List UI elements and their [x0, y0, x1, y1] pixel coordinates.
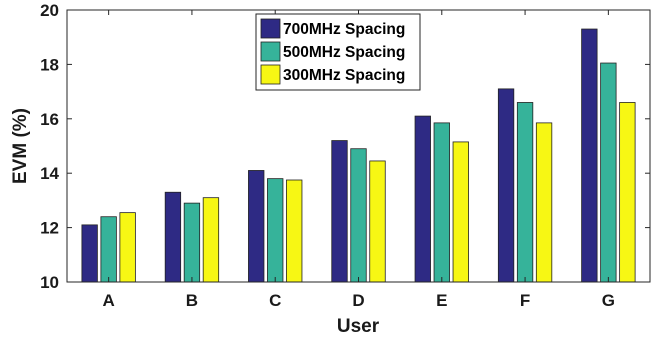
- legend-box: [255, 13, 421, 91]
- bar-D-series-2: [350, 148, 367, 283]
- y-axis-title: EVM (%): [10, 108, 31, 184]
- bar-A-series-3: [119, 212, 136, 283]
- bar-B-series-2: [183, 202, 201, 283]
- bar-C-series-1: [248, 170, 265, 283]
- x-tick-label: G: [602, 291, 615, 310]
- x-tick-label: D: [352, 291, 364, 310]
- bar-D-series-3: [369, 160, 386, 283]
- x-tick-label: E: [436, 291, 447, 310]
- y-tick-label: 18: [40, 55, 59, 74]
- bar-A-series-2: [100, 216, 117, 283]
- legend-label-1: 700MHz Spacing: [283, 21, 405, 38]
- bar-F-series-2: [516, 102, 534, 283]
- bar-F-series-3: [535, 122, 553, 283]
- x-axis-title: User: [337, 316, 380, 337]
- ticks-layer: 10 12 14 16 18 20 A B C D E F G: [40, 1, 650, 310]
- bar-A-series-1: [81, 224, 98, 283]
- bar-E-series-3: [452, 141, 469, 283]
- bar-D-series-1: [331, 140, 348, 283]
- y-tick-label: 14: [40, 164, 59, 183]
- legend-label-2: 500MHz Spacing: [283, 44, 405, 61]
- bar-G-series-3: [619, 102, 636, 283]
- y-tick-label: 16: [40, 110, 59, 129]
- x-tick-label: B: [186, 291, 198, 310]
- y-tick-label: 20: [40, 1, 59, 20]
- x-tick-label: A: [103, 291, 115, 310]
- legend-label-3: 300MHz Spacing: [283, 67, 405, 84]
- legend: 700MHz Spacing 500MHz Spacing 300MHz Spaci…: [255, 13, 421, 91]
- y-tick-label: 12: [40, 219, 59, 238]
- bar-B-series-3: [202, 197, 220, 283]
- bar-G-series-1: [581, 28, 598, 283]
- legend-swatch-2: [260, 41, 281, 62]
- bar-F-series-1: [497, 88, 515, 283]
- x-tick-label: C: [269, 291, 281, 310]
- bar-E-series-1: [414, 115, 431, 283]
- bar-C-series-3: [286, 179, 303, 283]
- bars-layer: [81, 28, 636, 283]
- legend-swatch-1: [260, 18, 281, 39]
- legend-swatch-3: [260, 64, 281, 85]
- x-tick-label: F: [520, 291, 530, 310]
- bar-C-series-2: [267, 178, 284, 283]
- bar-B-series-1: [164, 191, 182, 283]
- bar-E-series-2: [433, 122, 450, 283]
- bar-G-series-2: [600, 62, 617, 283]
- y-tick-label: 10: [40, 273, 59, 292]
